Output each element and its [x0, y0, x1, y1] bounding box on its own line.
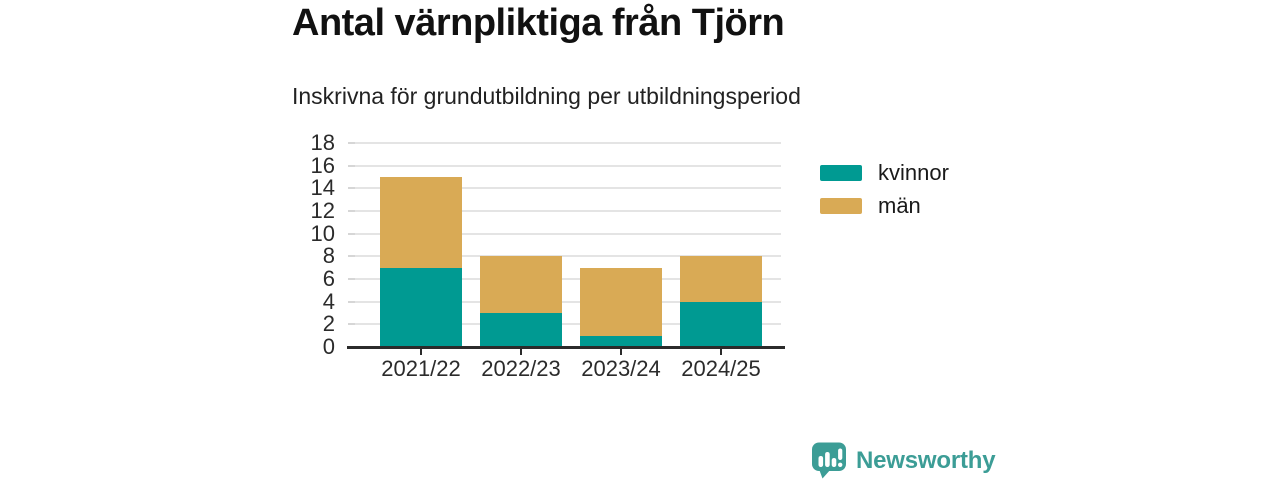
x-axis-baseline [347, 346, 785, 349]
bar-segment-kvinnor [380, 267, 462, 347]
bar-segment-män [680, 256, 762, 302]
gridline [355, 187, 781, 190]
legend: kvinnor män [820, 160, 949, 230]
legend-label: män [878, 193, 921, 218]
y-axis-tick [348, 255, 355, 258]
x-axis-tick [520, 349, 522, 355]
y-axis-tick [348, 164, 355, 167]
gridline [355, 255, 781, 258]
footer-brand: Newsworthy [810, 441, 996, 480]
bar-segment-kvinnor [580, 335, 662, 347]
gridline [355, 164, 781, 167]
chart-subtitle: Inskrivna för grundutbildning per utbild… [292, 83, 801, 109]
legend-item-kvinnor: kvinnor [820, 160, 949, 185]
legend-swatch [820, 198, 862, 214]
x-axis-tick [620, 349, 622, 355]
y-axis-tick-label: 8 [322, 243, 335, 269]
y-axis-tick-label: 12 [310, 198, 335, 223]
y-axis-tick-label: 14 [310, 175, 335, 201]
bar-segment-kvinnor [680, 301, 762, 347]
y-axis-tick-label: 4 [322, 288, 335, 314]
page-title: Antal värnpliktiga från Tjörn [292, 2, 785, 44]
y-axis-tick-label: 2 [322, 311, 335, 337]
legend-swatch [820, 165, 862, 181]
gridline [355, 210, 781, 212]
y-axis-tick [348, 323, 355, 326]
y-axis-tick [348, 232, 355, 235]
y-axis-tick [348, 187, 355, 190]
y-axis-tick-label: 6 [322, 266, 335, 291]
y-axis-tick [348, 142, 355, 144]
bar-segment-män [580, 267, 662, 336]
gridline [355, 323, 781, 326]
y-axis-tick-label: 0 [322, 334, 335, 359]
x-axis-label: 2023/24 [581, 356, 661, 381]
bar-segment-män [380, 177, 462, 268]
x-axis-label: 2021/22 [381, 356, 461, 381]
x-axis-tick [720, 349, 722, 355]
legend-label: kvinnor [878, 160, 949, 185]
gridline [355, 232, 781, 235]
x-axis-tick [420, 349, 422, 355]
bar-segment-kvinnor [480, 313, 562, 347]
y-axis-tick-label: 16 [310, 152, 335, 178]
gridline [355, 278, 781, 280]
x-axis-label: 2022/23 [481, 356, 561, 381]
newsworthy-logo-icon [810, 441, 848, 480]
y-axis-labels: 0 2 4 6 8 10 12 14 16 18 [270, 130, 345, 359]
y-axis-tick [348, 300, 355, 303]
bar-segment-män [480, 256, 562, 313]
gridline [355, 142, 781, 144]
y-axis-tick-label: 18 [310, 130, 335, 155]
y-axis-tick [348, 210, 355, 212]
x-axis-label: 2024/25 [681, 356, 761, 381]
y-axis-tick [348, 278, 355, 280]
y-axis-tick-label: 10 [310, 220, 335, 246]
gridline [355, 300, 781, 303]
legend-item-män: män [820, 193, 949, 218]
newsworthy-wordmark: Newsworthy [856, 447, 996, 474]
plot-area: 2021/22 2022/23 2023/24 2024/25 [347, 142, 785, 381]
